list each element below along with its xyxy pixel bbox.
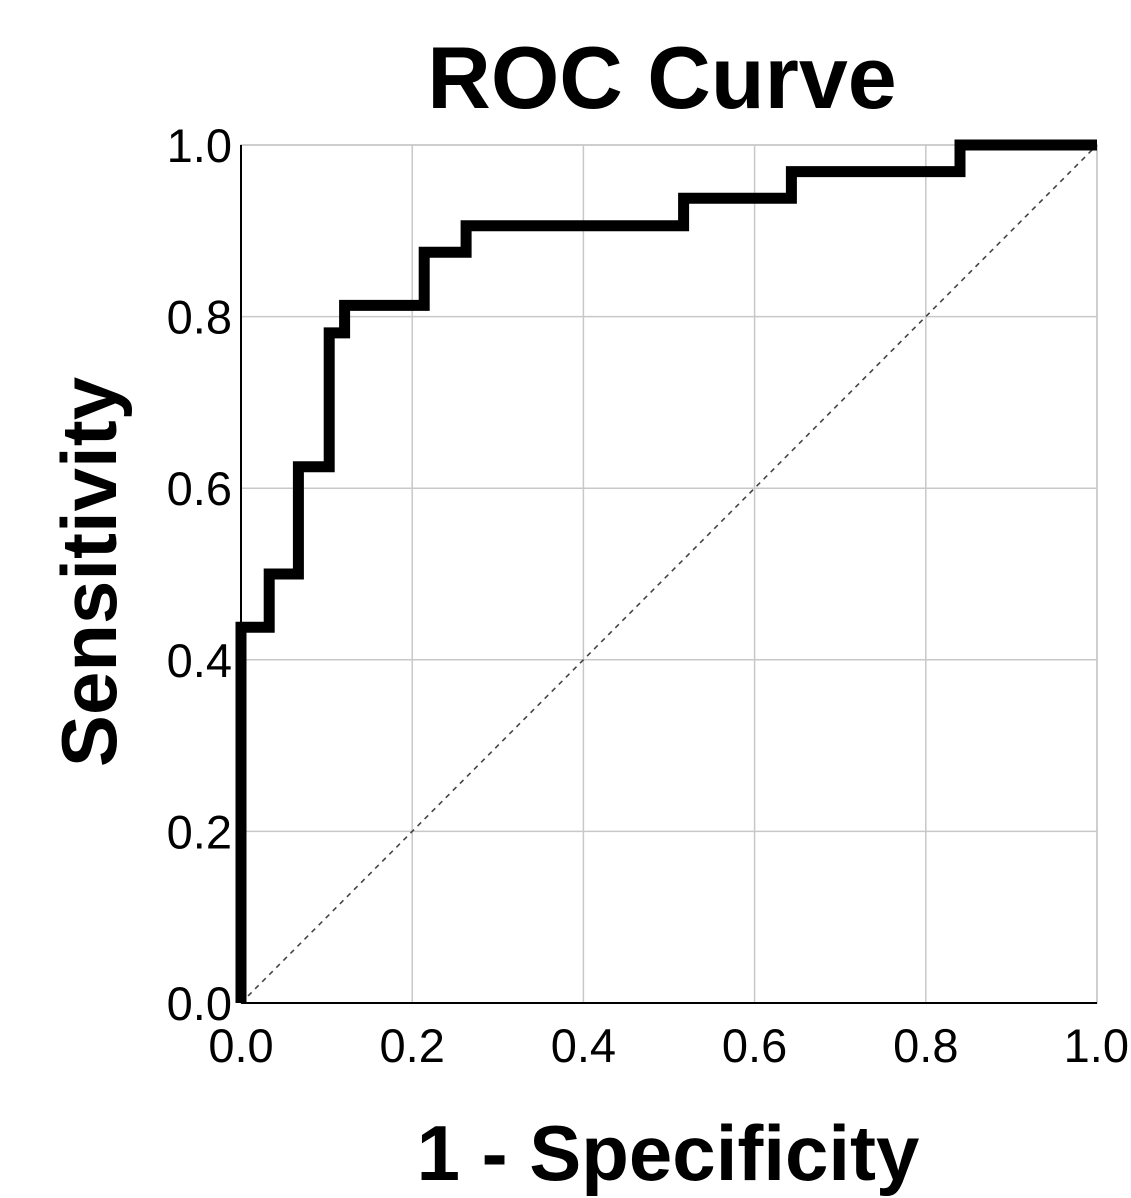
y-tick-label: 0.6 xyxy=(167,462,232,515)
roc-curve-line xyxy=(235,139,1097,1003)
x-tick-label: 0.4 xyxy=(551,1019,616,1072)
y-tick-label: 0.0 xyxy=(167,977,232,1030)
y-tick-label: 0.2 xyxy=(167,805,232,858)
y-tick-label: 0.8 xyxy=(167,291,232,344)
x-tick-labels: 0.0 0.2 0.4 0.6 0.8 1.0 xyxy=(208,1019,1129,1072)
x-axis-title: 1 - Specificity xyxy=(417,1109,920,1197)
x-tick-label: 0.6 xyxy=(722,1019,787,1072)
y-tick-labels: 0.0 0.2 0.4 0.6 0.8 1.0 xyxy=(167,119,232,1030)
y-tick-label: 1.0 xyxy=(167,119,232,172)
chart-title: ROC Curve xyxy=(427,28,896,127)
y-axis-title: Sensitivity xyxy=(45,377,133,767)
reference-line xyxy=(240,144,1098,1004)
x-tick-label: 1.0 xyxy=(1064,1019,1129,1072)
x-tick-label: 0.0 xyxy=(208,1019,273,1072)
y-tick-label: 0.4 xyxy=(167,634,232,687)
x-tick-label: 0.2 xyxy=(380,1019,445,1072)
x-tick-label: 0.8 xyxy=(893,1019,958,1072)
